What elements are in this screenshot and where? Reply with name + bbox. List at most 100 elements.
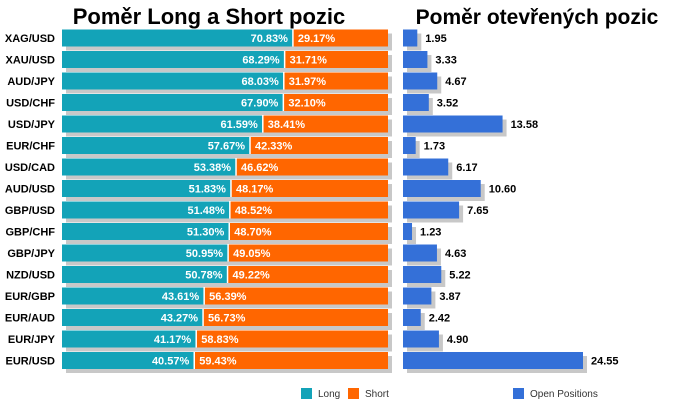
open-positions-bar xyxy=(403,244,437,262)
short-value-label: 38.41% xyxy=(268,119,306,131)
long-value-label: 70.83% xyxy=(251,33,289,45)
open-positions-bar xyxy=(403,309,421,326)
open-positions-value-label: 3.52 xyxy=(437,98,458,110)
short-bar xyxy=(283,72,388,90)
short-value-label: 29.17% xyxy=(298,33,336,45)
open-positions-bar xyxy=(403,94,429,111)
category-label: EUR/GBP xyxy=(5,291,55,303)
long-bar xyxy=(62,115,263,133)
long-bar xyxy=(62,330,197,348)
long-value-label: 61.59% xyxy=(220,119,258,131)
short-bar xyxy=(230,180,388,197)
open-positions-value-label: 13.58 xyxy=(511,119,539,131)
open-positions-value-label: 4.67 xyxy=(445,76,466,88)
open-positions-bar xyxy=(403,115,503,133)
open-positions-bar xyxy=(403,287,432,305)
short-value-label: 46.62% xyxy=(241,162,279,174)
short-bar xyxy=(236,158,388,176)
long-bar xyxy=(62,287,205,305)
legend-open-positions-swatch xyxy=(513,388,524,399)
category-label: EUR/CHF xyxy=(6,141,55,153)
long-bar xyxy=(62,29,293,47)
open-positions-bar xyxy=(403,201,460,219)
category-label: GBP/JPY xyxy=(7,248,55,260)
open-positions-value-label: 10.60 xyxy=(489,184,517,196)
category-label: GBP/USD xyxy=(5,205,55,217)
long-bar xyxy=(62,51,285,68)
category-label: USD/JPY xyxy=(8,119,56,131)
short-value-label: 32.10% xyxy=(288,98,326,110)
long-value-label: 57.67% xyxy=(208,141,246,153)
short-value-label: 31.71% xyxy=(290,55,328,67)
short-bar xyxy=(227,266,388,283)
short-value-label: 31.97% xyxy=(289,76,327,88)
short-value-label: 48.70% xyxy=(234,227,272,239)
open-positions-bar xyxy=(403,29,418,47)
long-value-label: 43.61% xyxy=(162,291,200,303)
category-label: EUR/AUD xyxy=(5,313,55,325)
open-positions-bar xyxy=(403,137,416,154)
open-positions-value-label: 4.63 xyxy=(445,248,466,260)
short-value-label: 42.33% xyxy=(255,141,293,153)
long-bar xyxy=(62,266,228,283)
long-bar xyxy=(62,94,284,111)
legend-long-swatch xyxy=(301,388,312,399)
long-bar xyxy=(62,201,230,219)
long-value-label: 43.27% xyxy=(161,313,199,325)
short-bar xyxy=(204,287,388,305)
long-value-label: 51.83% xyxy=(189,184,227,196)
open-positions-chart-title: Poměr otevřených pozic xyxy=(416,6,659,29)
long-value-label: 50.78% xyxy=(185,270,223,282)
category-label: USD/CAD xyxy=(5,162,55,174)
open-positions-value-label: 1.73 xyxy=(424,141,445,153)
category-label: XAU/USD xyxy=(5,55,55,67)
open-positions-bar xyxy=(403,180,481,197)
long-value-label: 68.29% xyxy=(242,55,280,67)
category-label: GBP/CHF xyxy=(6,227,56,239)
open-positions-value-label: 3.33 xyxy=(435,55,456,67)
short-value-label: 48.52% xyxy=(235,205,273,217)
long-bar xyxy=(62,158,237,176)
open-positions-value-label: 24.55 xyxy=(591,356,619,368)
open-positions-value-label: 3.87 xyxy=(439,291,460,303)
chart-rows: XAG/USD 70.83% 29.17% 1.95 XAU/USD 68.29% 31.7… xyxy=(5,29,619,373)
category-label: AUD/JPY xyxy=(7,76,55,88)
short-value-label: 48.17% xyxy=(236,184,274,196)
long-value-label: 50.95% xyxy=(186,248,224,260)
open-positions-value-label: 4.90 xyxy=(447,334,468,346)
category-label: EUR/USD xyxy=(5,356,55,368)
open-positions-bar xyxy=(403,266,442,283)
short-bar xyxy=(229,223,388,240)
long-bar xyxy=(62,223,230,240)
category-label: XAG/USD xyxy=(5,33,55,45)
long-value-label: 67.90% xyxy=(241,98,279,110)
legend-long-text: Long xyxy=(318,389,340,400)
legend-open-positions-text: Open Positions xyxy=(530,389,598,400)
open-positions-value-label: 1.23 xyxy=(420,227,441,239)
short-bar xyxy=(228,244,388,262)
legend-short-text: Short xyxy=(365,389,389,400)
long-value-label: 51.30% xyxy=(187,227,225,239)
long-bar xyxy=(62,137,251,154)
short-value-label: 56.39% xyxy=(209,291,247,303)
short-bar xyxy=(229,201,388,219)
short-bar xyxy=(262,115,388,133)
long-bar xyxy=(62,309,204,326)
open-positions-bar xyxy=(403,51,428,68)
open-positions-bar xyxy=(403,352,583,369)
category-label: NZD/USD xyxy=(6,270,55,282)
open-positions-bar xyxy=(403,158,449,176)
long-value-label: 53.38% xyxy=(194,162,232,174)
long-value-label: 40.57% xyxy=(152,356,190,368)
short-value-label: 56.73% xyxy=(208,313,246,325)
long-bar xyxy=(62,352,195,369)
short-bar xyxy=(194,352,388,369)
category-label: AUD/USD xyxy=(5,184,55,196)
long-value-label: 41.17% xyxy=(154,334,192,346)
short-bar xyxy=(196,330,388,348)
open-positions-value-label: 6.17 xyxy=(456,162,477,174)
long-bar xyxy=(62,244,229,262)
category-label: USD/CHF xyxy=(6,98,55,110)
short-bar xyxy=(203,309,388,326)
open-positions-bar xyxy=(403,223,413,240)
